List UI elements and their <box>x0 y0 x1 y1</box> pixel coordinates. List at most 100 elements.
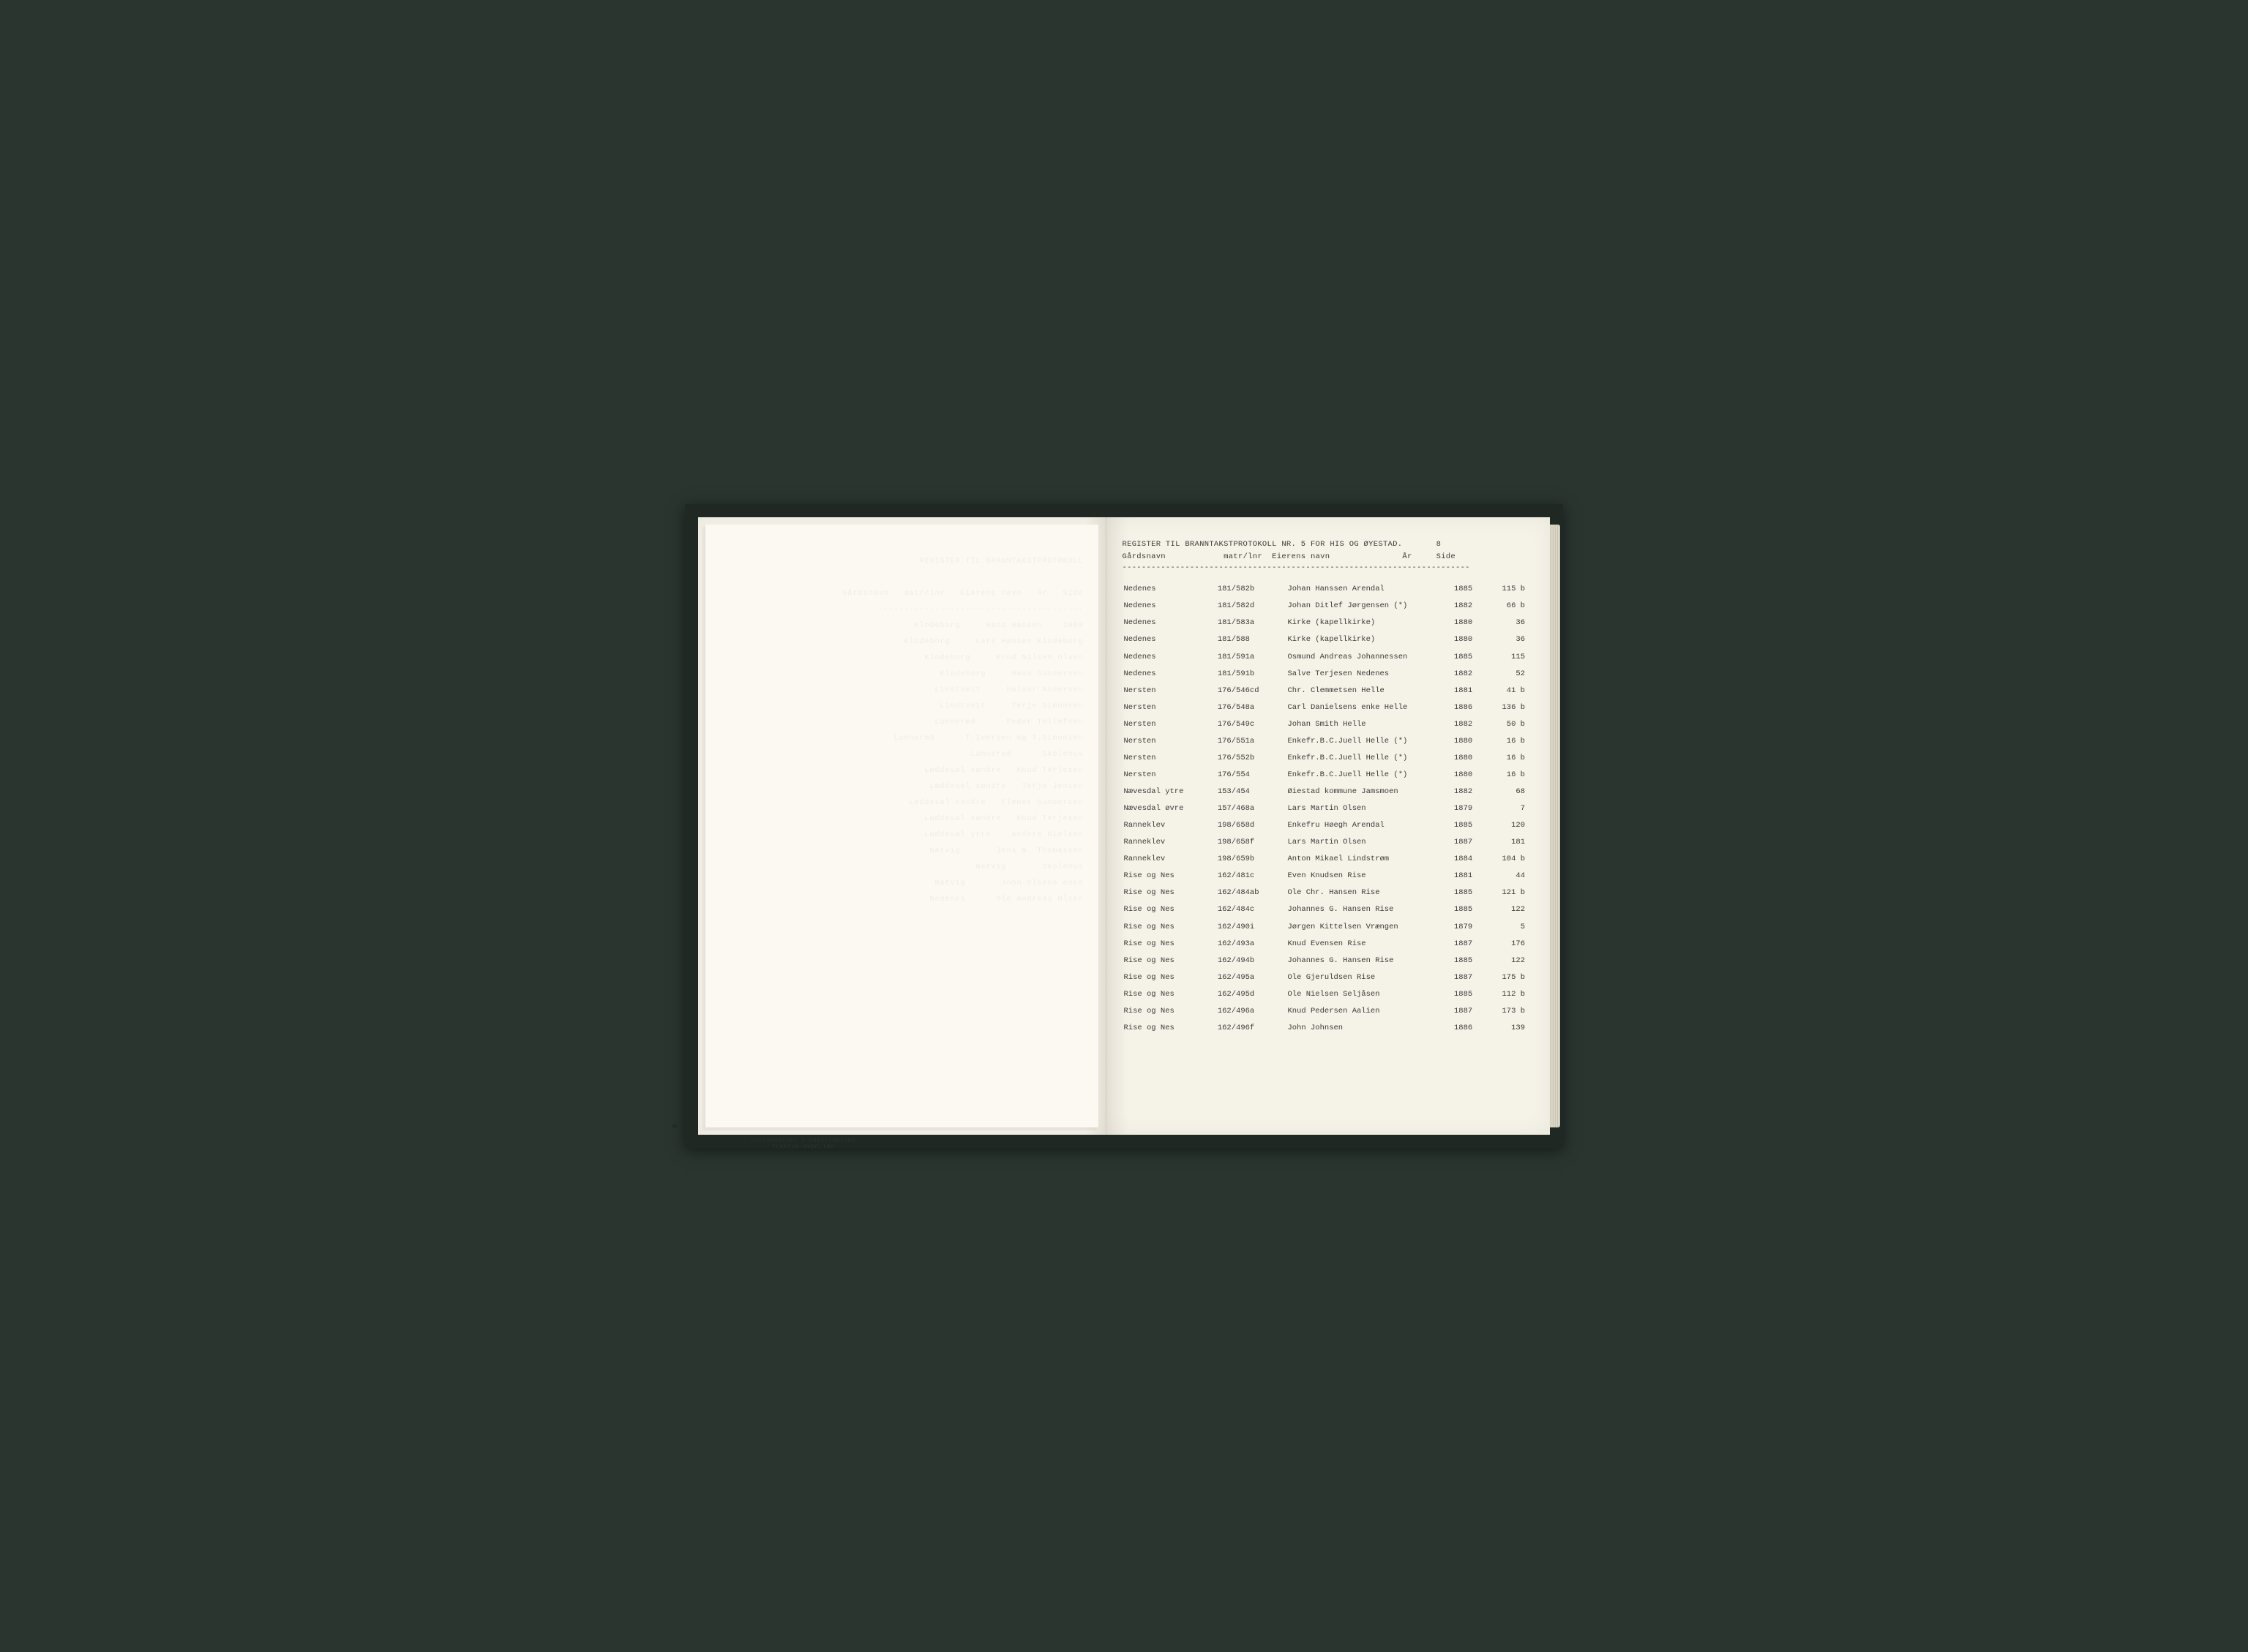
table-row: Rise og Nes162/490iJørgen Kittelsen Vræn… <box>1123 918 1530 935</box>
cell-eier: Ole Chr. Hansen Rise <box>1286 885 1453 901</box>
cell-matr: 157/468a <box>1216 800 1286 817</box>
stamp-line-1: STATSARKIVET I KRISTIANSAND <box>751 1138 855 1144</box>
register-content: REGISTER TIL BRANNTAKSTPROTOKOLL NR. 5 F… <box>1123 539 1530 1037</box>
cell-matr: 162/496a <box>1216 1003 1286 1020</box>
cell-gardsnavn: Rise og Nes <box>1123 868 1216 885</box>
cell-eier: Knud Evensen Rise <box>1286 935 1453 952</box>
cell-side: 115 <box>1488 648 1529 665</box>
table-row: Nersten176/546cdChr. Clemmetsen Helle188… <box>1123 682 1530 699</box>
cell-eier: Osmund Andreas Johannessen <box>1286 648 1453 665</box>
cell-eier: Anton Mikael Lindstrøm <box>1286 851 1453 868</box>
cell-ar: 1882 <box>1453 716 1488 733</box>
table-row: Nedenes181/583aKirke (kapellkirke)188036 <box>1123 615 1530 631</box>
table-row: Rise og Nes162/496aKnud Pedersen Aalien1… <box>1123 1003 1530 1020</box>
cell-matr: 176/551a <box>1216 733 1286 750</box>
table-row: Rise og Nes162/484abOle Chr. Hansen Rise… <box>1123 885 1530 901</box>
table-row: Ranneklev198/658fLars Martin Olsen188718… <box>1123 834 1530 851</box>
cell-matr: 181/583a <box>1216 615 1286 631</box>
cell-side: 115 b <box>1488 581 1529 598</box>
cell-ar: 1885 <box>1453 986 1488 1003</box>
cell-gardsnavn: Nersten <box>1123 750 1216 767</box>
cell-ar: 1885 <box>1453 648 1488 665</box>
cell-eier: John Johnsen <box>1286 1020 1453 1037</box>
cell-eier: Johan Hanssen Arendal <box>1286 581 1453 598</box>
cell-gardsnavn: Nersten <box>1123 699 1216 716</box>
cell-side: 41 b <box>1488 682 1529 699</box>
cell-eier: Enkefr.B.C.Juell Helle (*) <box>1286 733 1453 750</box>
cell-ar: 1887 <box>1453 969 1488 986</box>
cell-eier: Ole Nielsen Seljåsen <box>1286 986 1453 1003</box>
cell-eier: Ole Gjeruldsen Rise <box>1286 969 1453 986</box>
table-row: Rise og Nes162/484cJohannes G. Hansen Ri… <box>1123 901 1530 918</box>
cell-side: 7 <box>1488 800 1529 817</box>
cell-ar: 1882 <box>1453 784 1488 800</box>
cell-eier: Kirke (kapellkirke) <box>1286 631 1453 648</box>
cell-matr: 176/549c <box>1216 716 1286 733</box>
cell-matr: 176/554 <box>1216 767 1286 784</box>
cell-eier: Enkefr.B.C.Juell Helle (*) <box>1286 750 1453 767</box>
cell-side: 104 b <box>1488 851 1529 868</box>
cell-side: 122 <box>1488 901 1529 918</box>
book-spread: REGISTER TIL BRANNTAKSTPROTOKOLL Gårdsna… <box>698 517 1550 1135</box>
table-row: Rise og Nes162/495dOle Nielsen Seljåsen1… <box>1123 986 1530 1003</box>
cell-side: 36 <box>1488 615 1529 631</box>
cell-eier: Kirke (kapellkirke) <box>1286 615 1453 631</box>
cell-gardsnavn: Rise og Nes <box>1123 885 1216 901</box>
table-row: Nævesdal øvre157/468aLars Martin Olsen18… <box>1123 800 1530 817</box>
cell-gardsnavn: Rise og Nes <box>1123 1020 1216 1037</box>
cell-matr: 181/582d <box>1216 598 1286 615</box>
cell-side: 181 <box>1488 834 1529 851</box>
cell-side: 122 <box>1488 952 1529 969</box>
cell-side: 50 b <box>1488 716 1529 733</box>
cell-ar: 1880 <box>1453 733 1488 750</box>
cell-matr: 176/548a <box>1216 699 1286 716</box>
table-row: Nedenes181/582bJohan Hanssen Arendal1885… <box>1123 581 1530 598</box>
cell-matr: 162/496f <box>1216 1020 1286 1037</box>
cell-matr: 198/659b <box>1216 851 1286 868</box>
cell-matr: 162/490i <box>1216 918 1286 935</box>
cell-side: 16 b <box>1488 767 1529 784</box>
column-headers: Gårdsnavn matr/lnr Eierens navn År Side <box>1123 552 1530 563</box>
table-row: Ranneklev198/658dEnkefru Høegh Arendal18… <box>1123 817 1530 834</box>
cell-side: 52 <box>1488 665 1529 682</box>
table-row: Nævesdal ytre153/454Øiestad kommune Jams… <box>1123 784 1530 800</box>
cell-gardsnavn: Rise og Nes <box>1123 918 1216 935</box>
cell-ar: 1880 <box>1453 750 1488 767</box>
edge-label: B- <box>672 1121 678 1128</box>
cell-ar: 1885 <box>1453 901 1488 918</box>
cell-side: 16 b <box>1488 750 1529 767</box>
cell-eier: Knud Pedersen Aalien <box>1286 1003 1453 1020</box>
cell-gardsnavn: Nersten <box>1123 767 1216 784</box>
cell-ar: 1885 <box>1453 885 1488 901</box>
table-row: Nersten176/551aEnkefr.B.C.Juell Helle (*… <box>1123 733 1530 750</box>
cell-gardsnavn: Nedenes <box>1123 648 1216 665</box>
cell-matr: 181/591a <box>1216 648 1286 665</box>
cell-matr: 162/484ab <box>1216 885 1286 901</box>
cell-ar: 1885 <box>1453 581 1488 598</box>
cell-gardsnavn: Nersten <box>1123 716 1216 733</box>
book-cover: B- REGISTER TIL BRANNTAKSTPROTOKOLL Gård… <box>685 504 1563 1148</box>
cell-ar: 1880 <box>1453 767 1488 784</box>
table-row: Nedenes181/591aOsmund Andreas Johannesse… <box>1123 648 1530 665</box>
col-side: Side <box>1436 552 1455 561</box>
cell-gardsnavn: Rise og Nes <box>1123 952 1216 969</box>
cell-gardsnavn: Ranneklev <box>1123 851 1216 868</box>
cell-ar: 1881 <box>1453 682 1488 699</box>
cell-eier: Salve Terjesen Nedenes <box>1286 665 1453 682</box>
cell-matr: 162/481c <box>1216 868 1286 885</box>
cell-gardsnavn: Nævesdal ytre <box>1123 784 1216 800</box>
table-row: Rise og Nes162/481cEven Knudsen Rise1881… <box>1123 868 1530 885</box>
table-row: Nersten176/552bEnkefr.B.C.Juell Helle (*… <box>1123 750 1530 767</box>
cell-eier: Øiestad kommune Jamsmoen <box>1286 784 1453 800</box>
cell-eier: Carl Danielsens enke Helle <box>1286 699 1453 716</box>
cell-eier: Even Knudsen Rise <box>1286 868 1453 885</box>
cell-eier: Lars Martin Olsen <box>1286 800 1453 817</box>
page-title: REGISTER TIL BRANNTAKSTPROTOKOLL NR. 5 F… <box>1123 540 1403 549</box>
cell-gardsnavn: Rise og Nes <box>1123 969 1216 986</box>
cell-ar: 1885 <box>1453 952 1488 969</box>
cell-ar: 1887 <box>1453 834 1488 851</box>
cell-ar: 1887 <box>1453 1003 1488 1020</box>
cell-gardsnavn: Nedenes <box>1123 581 1216 598</box>
cell-eier: Johannes G. Hansen Rise <box>1286 952 1453 969</box>
cell-gardsnavn: Nedenes <box>1123 665 1216 682</box>
